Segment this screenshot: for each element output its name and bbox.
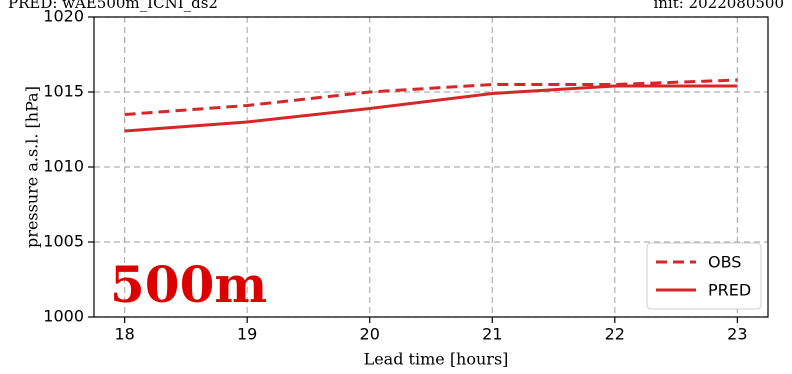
y-tick-label: 1020 (43, 7, 84, 26)
resolution-label: 500m (110, 255, 267, 314)
header-left: PRED: wAE500m_ICNI_ds2 (8, 0, 218, 12)
y-axis-title: pressure a.s.l. [hPa] (23, 86, 42, 248)
y-tick-label: 1000 (43, 307, 84, 326)
x-axis-title: Lead time [hours] (364, 350, 509, 369)
x-tick-label: 19 (237, 325, 257, 344)
series-lines (124, 78, 738, 133)
x-tick-label: 21 (482, 325, 502, 344)
y-axis: 1000 1005 1010 1015 1020 (43, 7, 94, 326)
y-tick-label: 1015 (43, 82, 84, 101)
y-tick-label: 1005 (43, 232, 84, 251)
header-right: init: 2022080500 (653, 0, 784, 12)
x-tick-label: 22 (605, 325, 625, 344)
x-tick-label: 18 (114, 325, 134, 344)
legend-box (646, 242, 762, 310)
legend-label-pred: PRED (708, 281, 751, 300)
x-tick-label: 23 (727, 325, 747, 344)
y-tick-label: 1010 (43, 157, 84, 176)
legend: OBS PRED (646, 242, 762, 310)
series-line-obs (124, 78, 738, 116)
series-line-pred (124, 84, 738, 133)
x-axis: 18 19 20 21 22 23 (114, 317, 748, 344)
x-tick-label: 20 (360, 325, 380, 344)
legend-label-obs: OBS (708, 253, 741, 272)
